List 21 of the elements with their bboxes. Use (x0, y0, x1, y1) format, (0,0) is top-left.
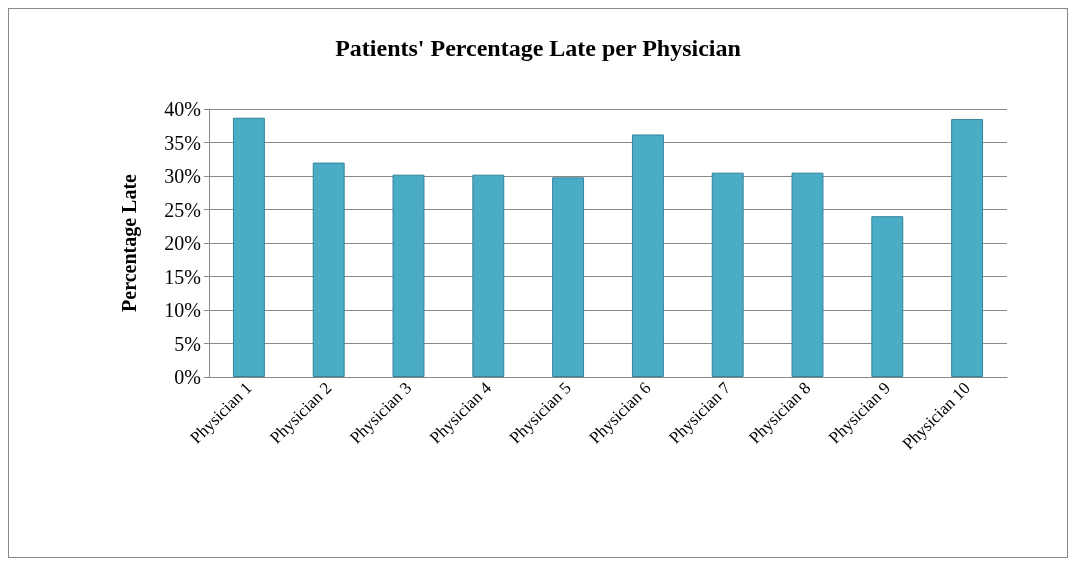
bar (631, 134, 664, 377)
y-tick-label: 5% (174, 332, 201, 355)
y-tick-label: 35% (164, 131, 201, 154)
bar (871, 216, 904, 377)
bar (951, 119, 984, 377)
bar (552, 177, 585, 377)
bar (392, 174, 425, 377)
bar (472, 174, 505, 377)
y-tick-label: 15% (164, 265, 201, 288)
y-axis-title: Percentage Late (118, 173, 141, 312)
y-tick-label: 40% (164, 98, 201, 120)
bar (711, 172, 744, 377)
bar (312, 162, 345, 377)
y-tick-label: 25% (164, 198, 201, 221)
chart-title: Patients' Percentage Late per Physician (335, 35, 741, 61)
bar (791, 172, 824, 377)
bar (232, 117, 265, 377)
y-tick-label: 10% (164, 299, 201, 321)
y-tick-label: 20% (164, 232, 201, 254)
y-tick-label: 0% (174, 366, 201, 388)
y-tick-label: 30% (164, 165, 201, 187)
